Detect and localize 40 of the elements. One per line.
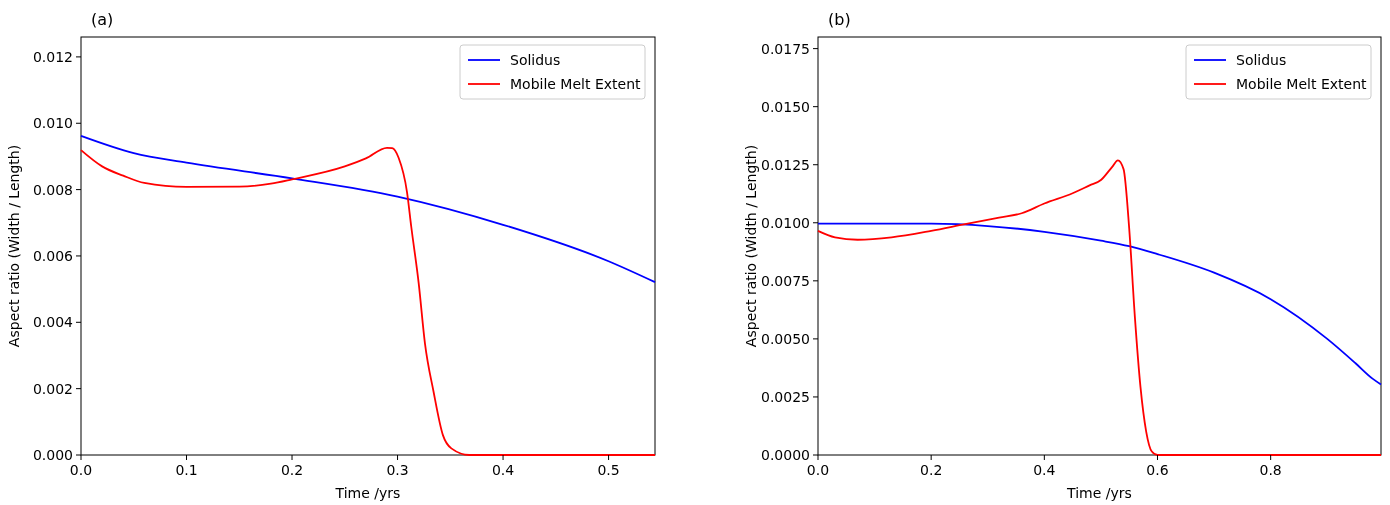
y-axis-title: Aspect ratio (Width / Length) [743,144,759,348]
legend-label: Solidus [510,52,561,68]
line-series [817,222,1382,386]
y-tick-label: 0.004 [32,314,74,331]
y-tick-label: 0.0175 [761,40,810,57]
line-series [80,146,656,456]
chart-title: (b) [828,10,851,29]
y-tick-label: 0.006 [32,247,74,264]
y-tick-label: 0.0100 [761,214,810,231]
y-tick-label: 0.002 [32,380,73,397]
y-tick-label: 0.0000 [761,447,810,463]
legend-label: Solidus [1236,52,1287,68]
y-tick-label: 0.0125 [761,156,810,173]
x-tick-label: 0.3 [386,462,409,478]
y-tick-label: 0.0150 [761,98,810,115]
y-tick-label: 0.012 [32,48,73,65]
x-tick-label: 0.2 [280,462,304,478]
x-tick-label: 0.0 [806,462,830,478]
line-series [80,134,656,284]
y-tick-label: 0.000 [32,447,73,463]
y-tick-label: 0.010 [32,115,73,132]
y-axis-title: Aspect ratio (Width / Length) [6,144,22,348]
y-tick-label: 0.0075 [761,272,810,289]
x-tick-label: 0.2 [920,462,943,478]
x-axis-title: Time /yrs [334,485,401,501]
legend-label: Mobile Melt Extent [1236,76,1367,92]
legend-label: Mobile Melt Extent [510,76,641,92]
chart-title: (a) [91,10,114,29]
x-tick-label: 0.1 [175,462,198,478]
x-tick-label: 0.5 [597,462,620,478]
x-tick-label: 0.8 [1259,462,1282,478]
x-tick-label: 0.4 [1033,462,1056,478]
x-tick-label: 0.4 [491,462,515,478]
y-tick-label: 0.0025 [761,388,810,405]
x-axis-title: Time /yrs [1066,485,1132,501]
x-tick-label: 0.6 [1146,462,1169,478]
y-tick-label: 0.0050 [761,330,810,347]
line-series [817,159,1382,456]
x-tick-label: 0.0 [69,462,93,478]
y-tick-label: 0.008 [32,181,73,198]
